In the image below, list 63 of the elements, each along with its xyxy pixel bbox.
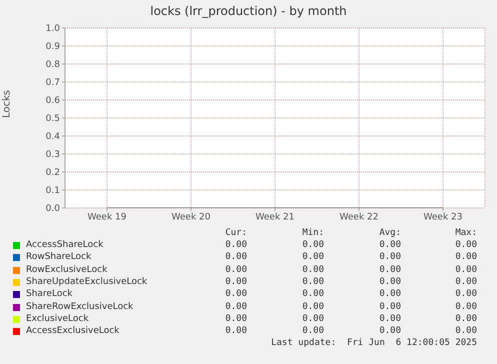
y-tick-label: 0.6 [46, 96, 60, 106]
text: 0.00 [378, 326, 401, 336]
y-tick-label: 0.7 [46, 78, 60, 88]
text: 0.00 [454, 276, 477, 287]
legend-label: RowExclusiveLock [26, 264, 108, 275]
text: 0.00 [301, 326, 324, 336]
text: 0.00 [224, 289, 247, 300]
legend-label: RowShareLock [26, 252, 92, 262]
text: 0.00 [454, 314, 477, 324]
y-tick-label: 0.4 [46, 132, 60, 142]
legend-label: ShareRowExclusiveLock [26, 302, 134, 312]
text: 0.00 [378, 314, 401, 324]
text: 0.00 [454, 252, 477, 262]
x-tick-label: Week 22 [340, 212, 378, 222]
x-tick-label: Week 19 [88, 212, 127, 222]
y-tick-label: 1.0 [46, 24, 60, 34]
text: Max: [454, 228, 477, 238]
legend-label: AccessExclusiveLock [26, 326, 120, 336]
text: 0.00 [301, 289, 324, 300]
y-tick-label: 0.2 [46, 168, 60, 178]
text: 0.00 [378, 264, 401, 275]
x-tick-label: Week 20 [172, 212, 211, 222]
text: 0.00 [301, 314, 324, 324]
text: Avg: [378, 228, 401, 238]
y-tick-label: 0.3 [46, 150, 60, 160]
text: Min: [301, 228, 324, 238]
text: Last update: Fri Jun 6 12:00:05 2025 [270, 338, 477, 348]
text: 0.00 [378, 252, 401, 262]
legend-label: ShareUpdateExclusiveLock [26, 276, 148, 287]
text: 0.00 [224, 240, 247, 250]
text: 0.00 [224, 276, 247, 287]
text: Cur: [224, 228, 247, 238]
y-tick-label: 0.9 [46, 42, 60, 52]
y-tick-label: 0.8 [46, 60, 60, 70]
legend-label: ExclusiveLock [26, 314, 89, 324]
x-tick-label: Week 23 [424, 212, 462, 222]
text: 0.00 [454, 240, 477, 250]
text: 0.00 [301, 276, 324, 287]
text: 0.00 [378, 240, 401, 250]
y-axis-title: Locks [2, 90, 13, 118]
x-tick-label: Week 21 [256, 212, 294, 222]
text: 0.00 [378, 289, 401, 300]
legend-label: AccessShareLock [26, 240, 104, 250]
text: 0.00 [454, 326, 477, 336]
text: 0.00 [454, 264, 477, 275]
text: 0.00 [301, 264, 324, 275]
y-tick-label: 0.1 [46, 186, 60, 196]
text: 0.00 [224, 264, 247, 275]
y-tick-label: 0.0 [46, 204, 60, 214]
text: 0.00 [224, 314, 247, 324]
legend-label: ShareLock [26, 289, 72, 300]
y-tick-label: 0.5 [46, 114, 60, 124]
text: 0.00 [301, 240, 324, 250]
text: 0.00 [224, 302, 247, 312]
text: 0.00 [301, 252, 324, 262]
text: 0.00 [378, 302, 401, 312]
text: 0.00 [454, 289, 477, 300]
text: 0.00 [301, 302, 324, 312]
text: 0.00 [378, 276, 401, 287]
text: 0.00 [224, 326, 247, 336]
chart-title: locks (lrr_production) - by month [149, 4, 348, 18]
text: 0.00 [454, 302, 477, 312]
text: 0.00 [224, 252, 247, 262]
